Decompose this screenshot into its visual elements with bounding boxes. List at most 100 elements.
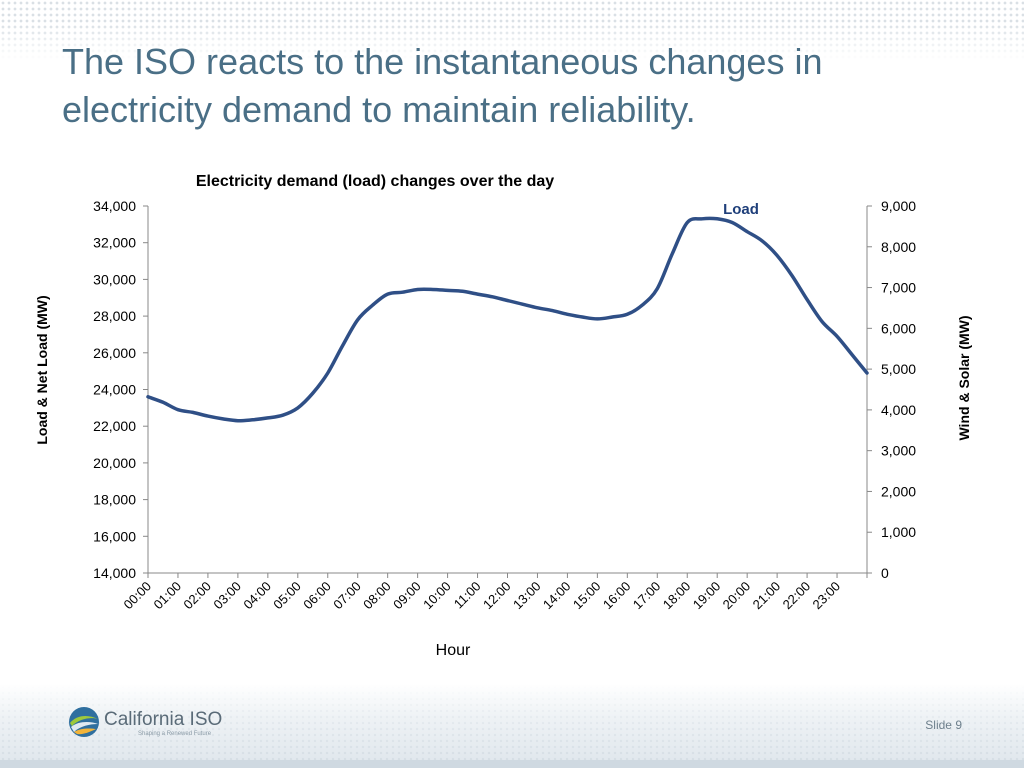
y-right-ticks: 0 1,000 2,000 3,000 4,000 5,000 6,000 7,000 8,00… <box>867 198 916 581</box>
load-data-point <box>671 252 674 255</box>
load-data-point <box>820 320 824 323</box>
y-right-tick-label: 2,000 <box>881 483 916 499</box>
y-left-tick-label: 32,000 <box>93 235 136 251</box>
x-tick-label: 22:00 <box>780 579 814 613</box>
header-dot-pattern <box>0 0 1024 60</box>
y-right-tick-label: 0 <box>881 565 889 581</box>
load-data-point <box>581 315 584 319</box>
load-data-point <box>865 371 869 375</box>
load-data-point <box>716 217 719 220</box>
load-data-point <box>790 274 794 277</box>
load-data-point <box>746 230 749 233</box>
load-data-point <box>356 318 359 321</box>
load-data-point <box>596 317 599 321</box>
chart-title: Electricity demand (load) changes over t… <box>196 173 554 190</box>
load-data-point <box>401 291 404 294</box>
y-left-tick-label: 26,000 <box>93 345 136 361</box>
x-tick-label: 18:00 <box>660 579 694 613</box>
load-data-point <box>146 395 150 398</box>
y-right-tick-label: 4,000 <box>881 402 916 418</box>
load-data-point <box>296 406 299 410</box>
x-tick-label: 12:00 <box>480 579 514 613</box>
y-right-axis-label: Wind & Solar (MW) <box>956 315 972 440</box>
y-right-tick-label: 9,000 <box>881 198 916 214</box>
load-data-point <box>536 306 539 309</box>
load-data-point <box>251 418 255 421</box>
y-left-tick-label: 28,000 <box>93 308 136 324</box>
x-tick-label: 04:00 <box>240 579 274 613</box>
x-tick-label: 10:00 <box>420 579 454 613</box>
load-data-point <box>431 288 434 291</box>
california-iso-logo: California ISO Shaping a Renewed Future <box>68 704 248 740</box>
y-right-tick-label: 7,000 <box>881 280 916 296</box>
x-tick-label: 17:00 <box>630 579 664 613</box>
load-data-point <box>476 292 479 296</box>
x-tick-label: 08:00 <box>360 579 394 613</box>
load-data-point <box>416 288 419 291</box>
y-left-ticks: 14,000 16,000 18,000 20,000 22,000 24,000 26,0… <box>93 198 148 581</box>
x-tick-label: 05:00 <box>270 579 304 613</box>
load-data-point <box>775 254 779 257</box>
load-data-point <box>686 221 689 224</box>
load-data-point <box>566 313 569 316</box>
load-data-point <box>551 309 554 312</box>
y-left-tick-label: 24,000 <box>93 382 136 398</box>
load-data-point <box>461 290 464 293</box>
logo-tagline: Shaping a Renewed Future <box>138 731 212 737</box>
y-right-tick-label: 6,000 <box>881 320 916 336</box>
x-axis-label: Hour <box>436 642 471 659</box>
load-data-point <box>850 353 854 356</box>
logo-name: California ISO <box>104 709 223 730</box>
load-data-point <box>236 419 240 422</box>
y-left-tick-label: 14,000 <box>93 565 136 581</box>
load-data-point <box>266 416 269 420</box>
x-tick-label: 11:00 <box>451 579 484 612</box>
y-right-tick-label: 3,000 <box>881 443 916 459</box>
x-tick-label: 15:00 <box>570 579 604 613</box>
load-data-point <box>835 335 839 338</box>
load-data-point <box>641 303 644 307</box>
y-left-tick-label: 30,000 <box>93 271 136 287</box>
load-data-point <box>221 417 225 421</box>
load-data-point <box>161 401 165 404</box>
load-data-point <box>446 289 449 292</box>
load-data-point <box>206 414 210 418</box>
logo-swirl-icon <box>69 707 99 737</box>
y-left-tick-label: 16,000 <box>93 528 136 544</box>
load-data-point <box>760 239 764 243</box>
y-left-tick-label: 34,000 <box>93 198 136 214</box>
load-data-point <box>626 313 629 316</box>
x-tick-label: 13:00 <box>510 579 544 613</box>
load-data-point <box>506 299 509 302</box>
load-data-point <box>371 303 374 307</box>
x-tick-label: 07:00 <box>330 579 364 613</box>
load-data-point <box>326 371 329 375</box>
load-data-point <box>341 344 344 347</box>
x-tick-label: 23:00 <box>810 579 844 613</box>
load-data-point <box>281 414 284 417</box>
y-left-tick-label: 20,000 <box>93 455 136 471</box>
load-series-label: Load <box>723 201 759 218</box>
load-data-point <box>656 287 659 290</box>
x-tick-label: 14:00 <box>540 579 574 613</box>
footer-band <box>0 684 1024 768</box>
load-data-point <box>521 303 524 306</box>
y-right-tick-label: 1,000 <box>881 524 916 540</box>
load-data-point <box>386 292 389 296</box>
load-data-point <box>176 408 180 411</box>
x-tick-label: 16:00 <box>600 579 634 613</box>
slide-number: Slide 9 <box>925 718 962 732</box>
x-tick-label: 20:00 <box>720 579 754 613</box>
x-tick-label: 01:00 <box>150 579 184 613</box>
x-tick-label: 06:00 <box>300 579 334 613</box>
slide-title: The ISO reacts to the instantaneous chan… <box>62 41 823 130</box>
x-tick-label: 02:00 <box>180 579 214 613</box>
x-tick-label: 00:00 <box>121 579 155 613</box>
load-data-point <box>701 217 704 220</box>
load-data-point <box>491 295 494 298</box>
load-data-point <box>191 411 195 414</box>
y-left-tick-label: 22,000 <box>93 418 136 434</box>
x-tick-label: 09:00 <box>390 579 424 613</box>
y-right-tick-label: 5,000 <box>881 361 916 377</box>
